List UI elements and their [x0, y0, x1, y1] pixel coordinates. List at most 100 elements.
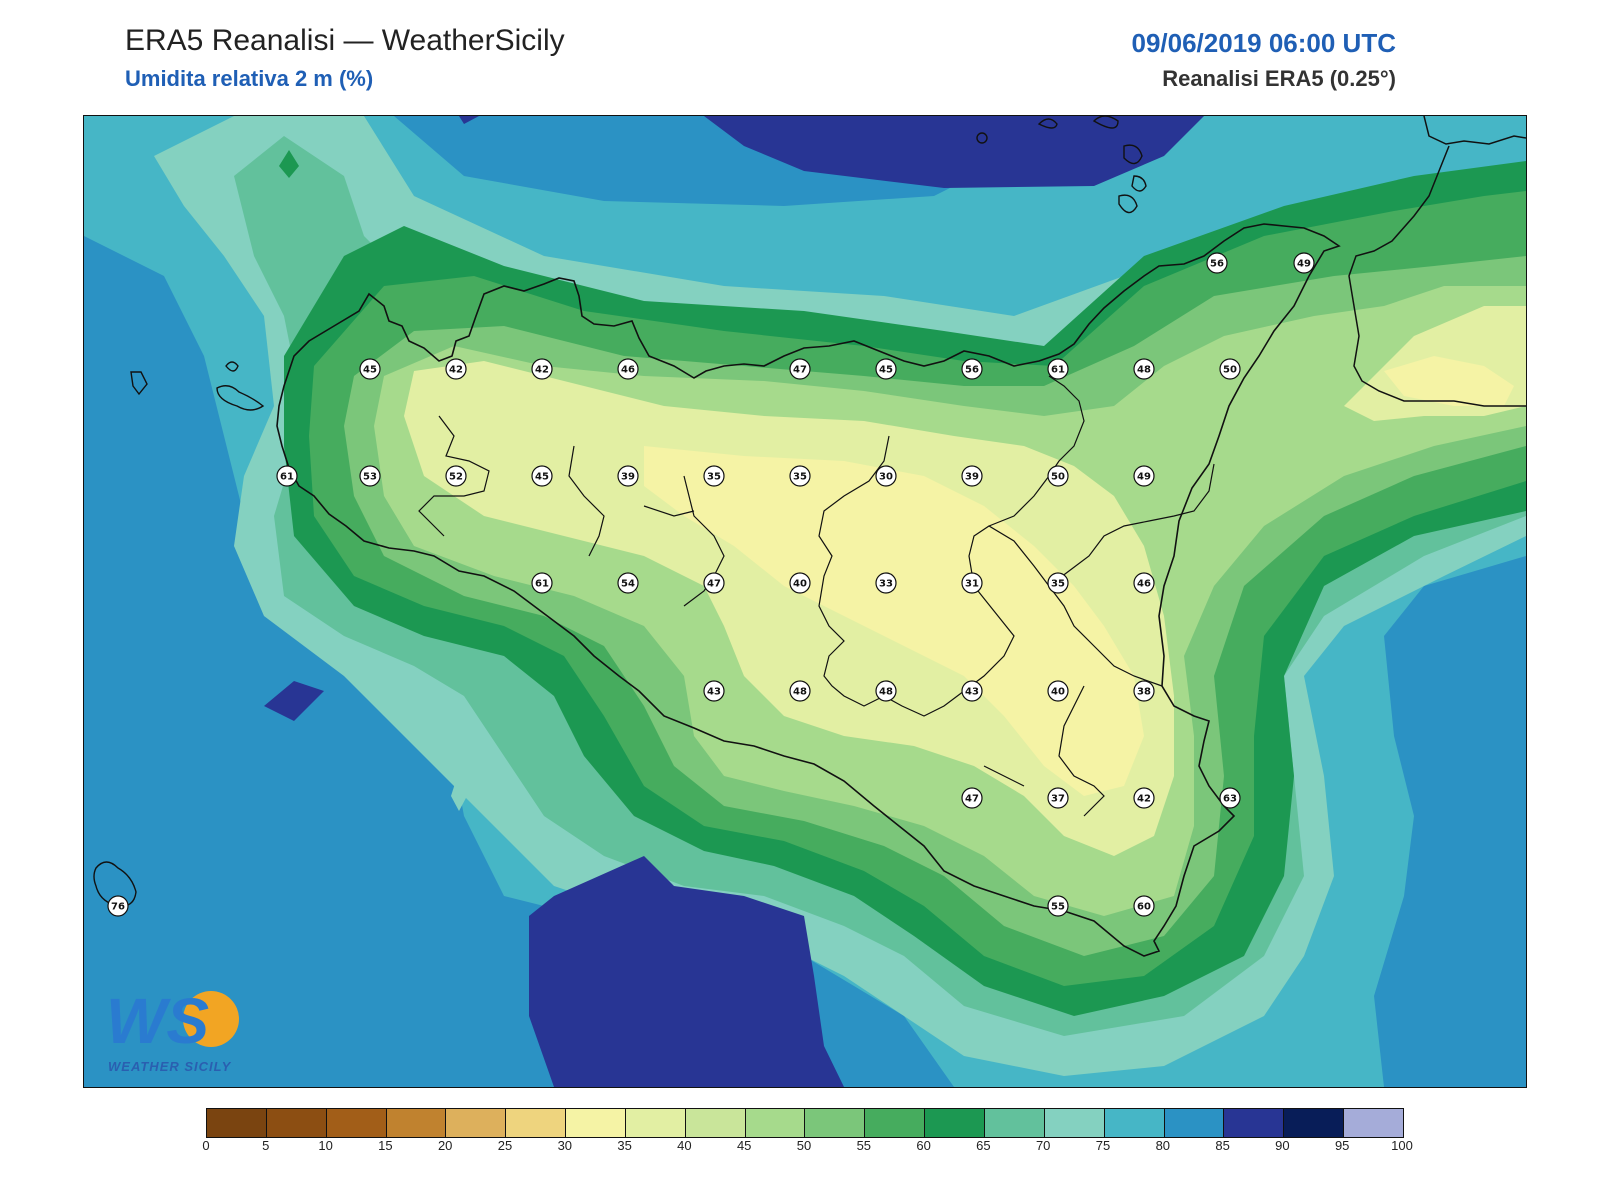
- colorbar-ticks: 0 5 10 15 20 25 30 35 40 45 50 55 60 65 70 75 80 85 90 95 10…: [202, 1138, 1412, 1158]
- station-circle: [531, 572, 553, 594]
- station-marker: 46: [1133, 572, 1155, 594]
- colorbar-tick-label: 5: [262, 1138, 270, 1153]
- station-value: 55: [1051, 902, 1065, 913]
- station-circle: [961, 680, 983, 702]
- station-marker: 43: [703, 680, 725, 702]
- station-circle: [1047, 895, 1069, 917]
- contour-spot-ne-sea: [459, 116, 1204, 188]
- colorbar-segment: [506, 1109, 567, 1137]
- colorbar-tick-label: 60: [916, 1138, 931, 1153]
- station-value: 40: [1051, 687, 1065, 698]
- station-value: 30: [879, 472, 893, 483]
- contour-spot-nw: [279, 150, 299, 178]
- humidity-map[interactable]: 56 49 45 42 42 46 47 45 56 61 48 50 61 53 52 45 39 35 35 30…: [83, 115, 1527, 1088]
- station-marker: 43: [961, 680, 983, 702]
- station-circle: [1293, 252, 1315, 274]
- station-marker: 56: [1206, 252, 1228, 274]
- station-value: 43: [707, 687, 721, 698]
- logo-main-text: WS: [106, 985, 209, 1057]
- station-value: 48: [793, 687, 807, 698]
- station-value: 61: [1051, 365, 1065, 376]
- station-value: 48: [879, 687, 893, 698]
- colorbar-segment: [865, 1109, 926, 1137]
- aeolian-islands: [976, 116, 1147, 214]
- station-value: 56: [965, 365, 979, 376]
- contour-spot-s-sea: [529, 856, 844, 1087]
- station-marker: 42: [531, 358, 553, 380]
- contour-spot-sw-sea: [264, 681, 324, 721]
- logo-sun-icon: [183, 991, 239, 1047]
- station-marker: 46: [617, 358, 639, 380]
- station-marker: 42: [1133, 787, 1155, 809]
- station-circle: [789, 680, 811, 702]
- station-marker: 55: [1047, 895, 1069, 917]
- colorbar-segment: [566, 1109, 626, 1137]
- station-circle: [445, 465, 467, 487]
- station-marker: 40: [789, 572, 811, 594]
- station-circle: [1047, 680, 1069, 702]
- station-value: 43: [965, 687, 979, 698]
- station-circle: [1133, 680, 1155, 702]
- colorbar-segment: [446, 1109, 507, 1137]
- station-value: 49: [1297, 259, 1311, 270]
- station-value: 39: [965, 472, 979, 483]
- contour-30-35: [644, 356, 1514, 796]
- station-value: 45: [879, 365, 893, 376]
- station-value: 61: [535, 579, 549, 590]
- station-marker: 54: [617, 572, 639, 594]
- station-circle: [276, 465, 298, 487]
- station-marker: 61: [1047, 358, 1069, 380]
- station-value: 42: [1137, 794, 1151, 805]
- station-circle: [445, 358, 467, 380]
- station-value: 50: [1223, 365, 1237, 376]
- station-circle: [617, 465, 639, 487]
- station-marker: 49: [1293, 252, 1315, 274]
- station-value: 33: [879, 579, 893, 590]
- station-circle: [703, 465, 725, 487]
- station-marker: 30: [875, 465, 897, 487]
- map-title: ERA5 Reanalisi — WeatherSicily: [125, 24, 565, 57]
- station-value: 46: [621, 365, 635, 376]
- station-marker: 31: [961, 572, 983, 594]
- colorbar-segment: [745, 1109, 806, 1137]
- station-circle: [1133, 358, 1155, 380]
- station-marker: 47: [703, 572, 725, 594]
- station-marker: 33: [875, 572, 897, 594]
- station-circle: [107, 895, 129, 917]
- colorbar-tick-label: 0: [202, 1138, 210, 1153]
- station-circle: [531, 465, 553, 487]
- colorbar-tick-label: 15: [378, 1138, 393, 1153]
- colorbar-tick-label: 25: [497, 1138, 513, 1153]
- station-circle: [617, 572, 639, 594]
- station-marker: 35: [789, 465, 811, 487]
- station-circle: [1047, 572, 1069, 594]
- colorbar-segment: [1164, 1109, 1225, 1137]
- station-marker: 76: [107, 895, 129, 917]
- colorbar-segment: [984, 1109, 1045, 1137]
- station-circle: [617, 358, 639, 380]
- station-circle: [1133, 572, 1155, 594]
- station-marker: 47: [961, 787, 983, 809]
- station-value: 42: [535, 365, 549, 376]
- colorbar-segment: [1224, 1109, 1285, 1137]
- station-value: 53: [363, 472, 377, 483]
- station-value: 49: [1137, 472, 1151, 483]
- station-value: 35: [1051, 579, 1065, 590]
- station-marker: 39: [617, 465, 639, 487]
- colorbar-tick-label: 70: [1035, 1138, 1051, 1153]
- colorbar-tick-label: 30: [557, 1138, 573, 1153]
- station-marker: 48: [875, 680, 897, 702]
- station-circle: [961, 572, 983, 594]
- station-value: 37: [1051, 794, 1065, 805]
- station-marker: 42: [445, 358, 467, 380]
- colorbar-tick-label: 40: [677, 1138, 692, 1153]
- station-circle: [1047, 787, 1069, 809]
- calabria-coastline: [1348, 116, 1526, 407]
- station-marker: 45: [359, 358, 381, 380]
- station-marker: 48: [789, 680, 811, 702]
- station-marker: 45: [875, 358, 897, 380]
- station-marker: 56: [961, 358, 983, 380]
- station-value: 46: [1137, 579, 1151, 590]
- station-marker: 61: [531, 572, 553, 594]
- colorbar-segment: [326, 1109, 387, 1137]
